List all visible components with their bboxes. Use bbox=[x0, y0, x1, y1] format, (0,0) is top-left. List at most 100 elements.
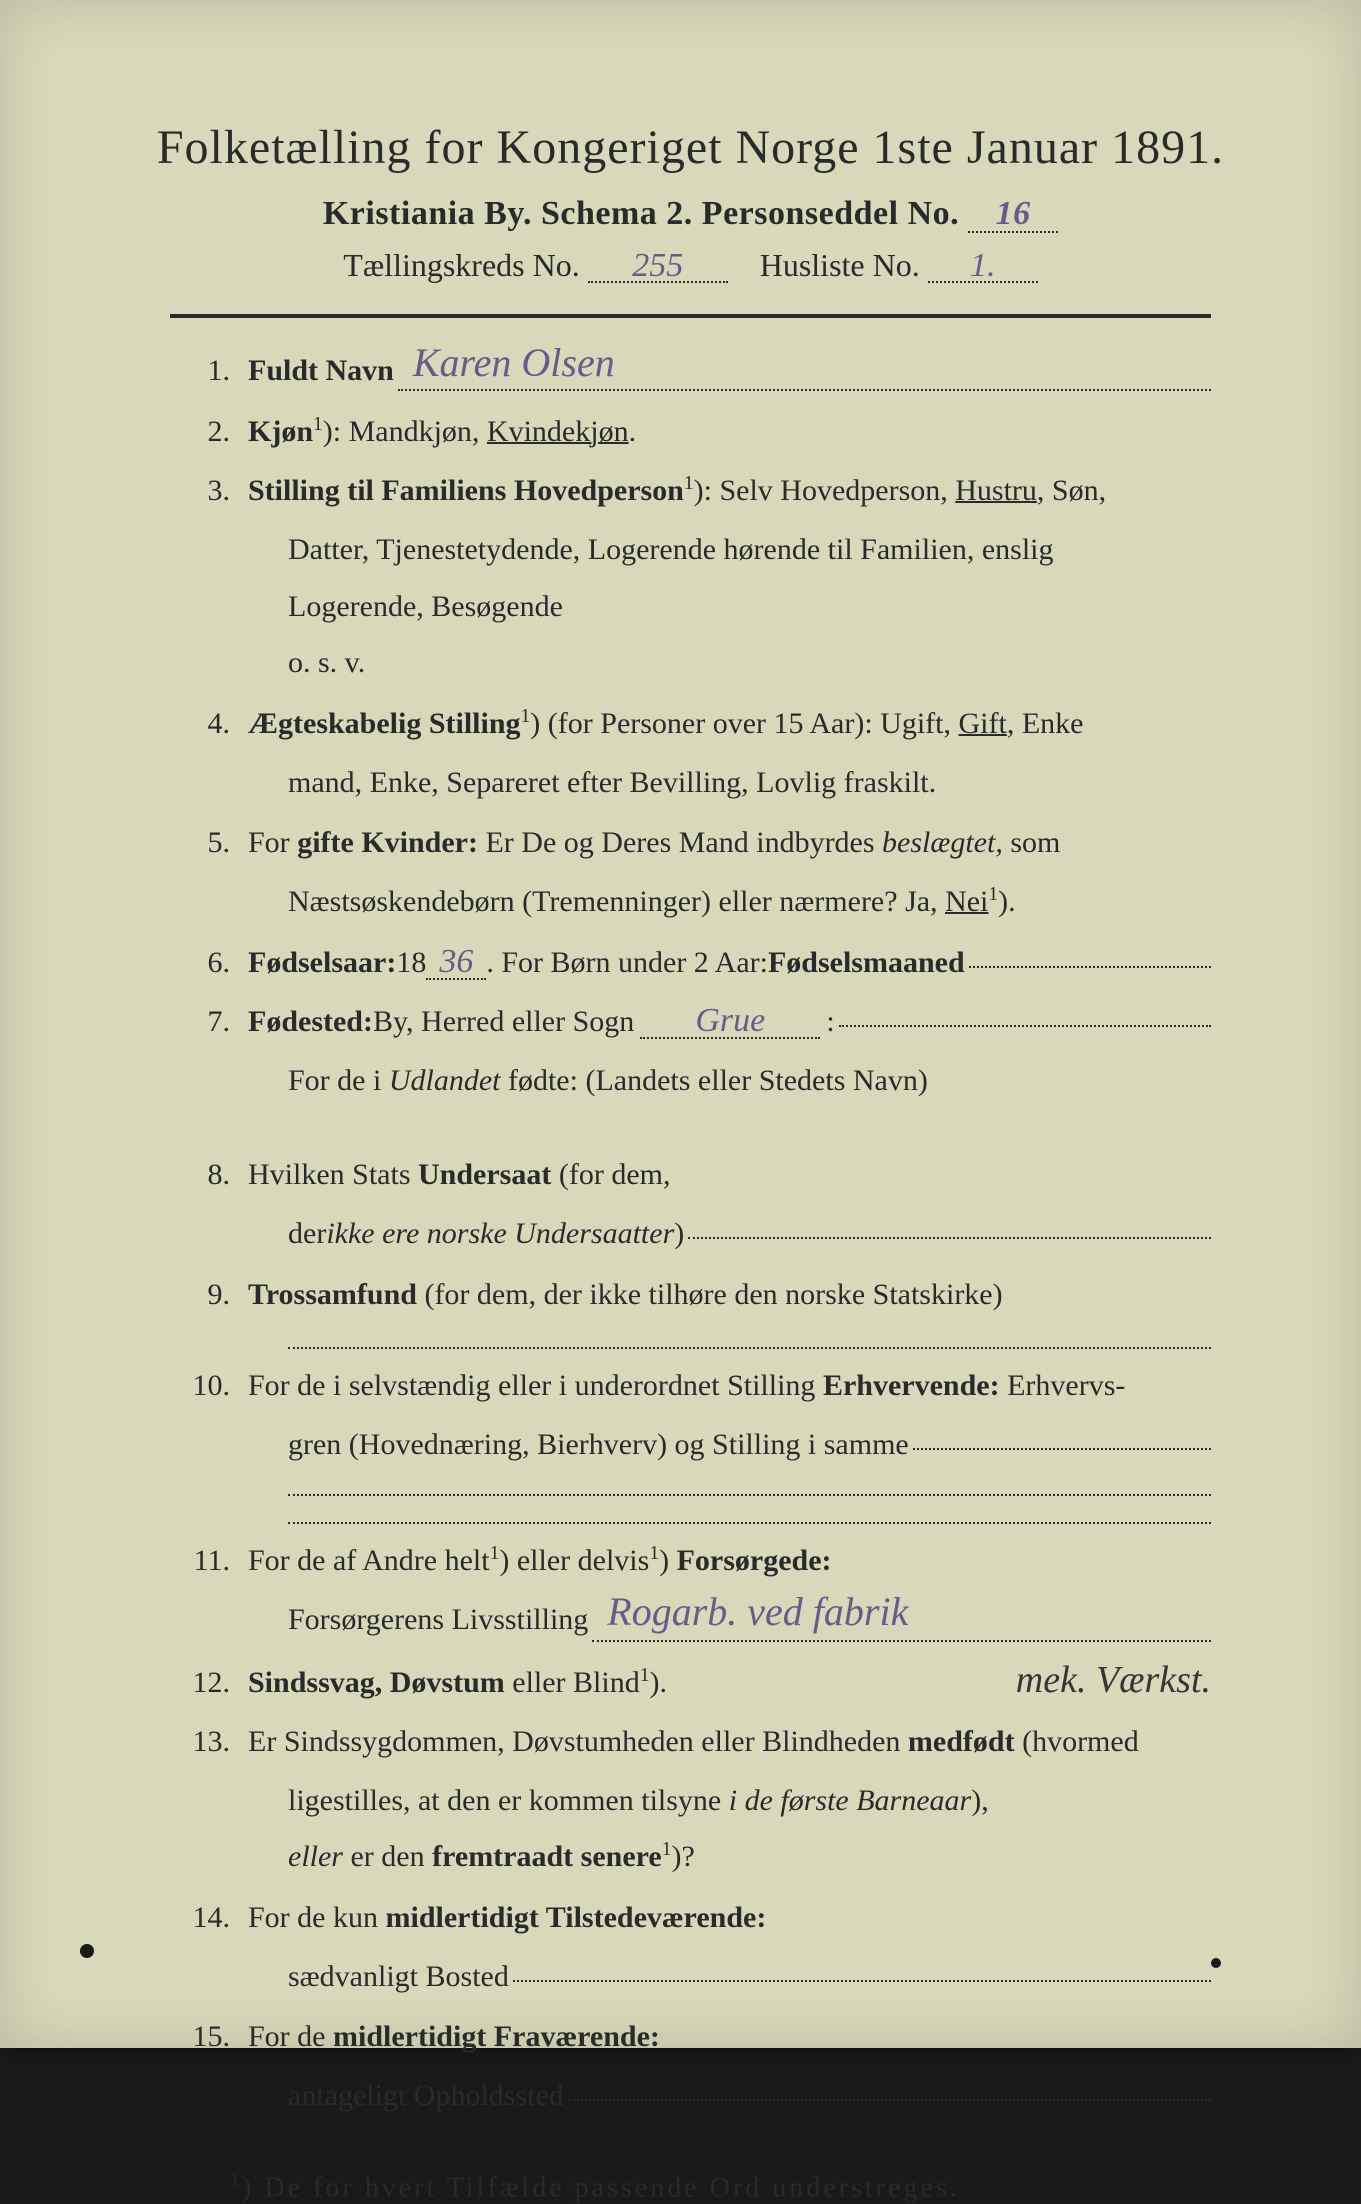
birthplace-value: Grue bbox=[695, 1007, 765, 1034]
footnote-ref: 1 bbox=[988, 884, 998, 905]
field-9: 9. Trossamfund (for dem, der ikke tilhør… bbox=[170, 1272, 1211, 1317]
text: : bbox=[826, 999, 834, 1044]
text: ). bbox=[998, 885, 1016, 918]
text: Hvilken Stats bbox=[248, 1158, 418, 1191]
selected-option: Kvindekjøn bbox=[487, 415, 629, 448]
field-num: 10. bbox=[170, 1363, 248, 1408]
field-label: Sindssvag, Døvstum bbox=[248, 1666, 505, 1699]
field-6: 6. Fødselsaar: 1836. For Børn under 2 Aa… bbox=[170, 940, 1211, 985]
text: ) bbox=[674, 1211, 684, 1258]
field-4-cont: mand, Enke, Separeret efter Bevilling, L… bbox=[288, 760, 1211, 807]
field-13-cont: eller er den fremtraadt senere1)? bbox=[288, 1834, 1211, 1881]
occupation-field-2 bbox=[288, 1478, 1211, 1496]
field-num: 14. bbox=[170, 1895, 248, 1940]
field-7-cont: For de i Udlandet fødte: (Landets eller … bbox=[288, 1058, 1211, 1105]
field-14: 14. For de kun midlertidigt Tilstedevære… bbox=[170, 1895, 1211, 1940]
field-num: 15. bbox=[170, 2014, 248, 2059]
footnote-ref: 1 bbox=[684, 473, 694, 494]
year-value: 36 bbox=[439, 948, 473, 975]
text: , Enke bbox=[1007, 707, 1084, 740]
selected-option: Nei bbox=[945, 885, 988, 918]
text: By, Herred eller Sogn bbox=[373, 999, 634, 1044]
bold-text: Fødselsmaaned bbox=[768, 940, 965, 985]
text: 18 bbox=[396, 940, 426, 985]
italic-text: beslægtet, bbox=[882, 826, 1003, 859]
text: (for dem, bbox=[551, 1158, 670, 1191]
field-num: 1. bbox=[170, 348, 248, 393]
text: fødte: (Landets eller Stedets Navn) bbox=[500, 1064, 927, 1097]
text: Er De og Deres Mand indbyrdes bbox=[478, 826, 882, 859]
usual-residence-field bbox=[513, 1980, 1211, 1982]
bold-text: gifte Kvinder: bbox=[297, 826, 478, 859]
birthplace-field: Grue bbox=[640, 1007, 820, 1039]
month-field bbox=[969, 966, 1211, 968]
nationality-field bbox=[688, 1237, 1211, 1239]
text: ), bbox=[971, 1784, 989, 1817]
name-value: Karen Olsen bbox=[413, 347, 615, 379]
text: ). bbox=[649, 1666, 667, 1699]
field-label: Kjøn bbox=[248, 415, 313, 448]
text: er den bbox=[343, 1840, 432, 1873]
field-num: 13. bbox=[170, 1719, 248, 1764]
text: som bbox=[1003, 826, 1061, 859]
text: der bbox=[288, 1211, 326, 1258]
bold-text: Forsørgede: bbox=[677, 1544, 832, 1577]
field-15: 15. For de midlertidigt Fraværende: bbox=[170, 2014, 1211, 2059]
bold-text: midlertidigt Fraværende: bbox=[333, 2020, 660, 2053]
field-label: Fuldt Navn bbox=[248, 348, 394, 393]
field-1: 1. Fuldt Navn Karen Olsen bbox=[170, 348, 1211, 395]
text: For de i selvstændig eller i underordnet… bbox=[248, 1369, 823, 1402]
line12-annotation: mek. Værkst. bbox=[1016, 1665, 1211, 1695]
personseddel-no-value: 16 bbox=[996, 200, 1031, 227]
field-2: 2. Kjøn1): Mandkjøn, Kvindekjøn. bbox=[170, 409, 1211, 454]
field-11-cont: Forsørgerens Livsstilling Rogarb. ved fa… bbox=[288, 1597, 1211, 1646]
text: ): Mandkjøn, bbox=[323, 415, 487, 448]
field-num: 2. bbox=[170, 409, 248, 454]
bold-text: Erhvervende: bbox=[823, 1369, 1000, 1402]
text: ): Selv Hovedperson, bbox=[694, 474, 956, 507]
bold-text: fremtraadt senere bbox=[432, 1840, 662, 1873]
name-field: Karen Olsen bbox=[398, 344, 1211, 391]
footnote-ref: 1 bbox=[649, 1543, 659, 1564]
kreds-no-field: 255 bbox=[588, 249, 728, 283]
birthplace-extra bbox=[839, 1025, 1211, 1027]
field-3-cont: Datter, Tjenestetydende, Logerende høren… bbox=[288, 527, 1211, 574]
field-12: 12. Sindssvag, Døvstum eller Blind1). me… bbox=[170, 1660, 1211, 1705]
footnote-marker: 1 bbox=[230, 2170, 242, 2190]
field-7: 7. Fødested: By, Herred eller Sogn Grue … bbox=[170, 999, 1211, 1044]
text: Næstsøskendebørn (Tremenninger) eller næ… bbox=[288, 885, 945, 918]
text: ligestilles, at den er kommen tilsyne bbox=[288, 1784, 729, 1817]
field-num: 12. bbox=[170, 1660, 248, 1705]
italic-text: eller bbox=[288, 1840, 343, 1873]
field-num: 6. bbox=[170, 940, 248, 985]
text: For de kun bbox=[248, 1901, 386, 1934]
sub-subtitle-line: Tællingskreds No. 255 Husliste No. 1. bbox=[130, 247, 1251, 284]
field-num: 7. bbox=[170, 999, 248, 1044]
provider-occupation-field: Rogarb. ved fabrik bbox=[592, 1593, 1211, 1642]
census-form-page: Folketælling for Kongeriget Norge 1ste J… bbox=[0, 0, 1361, 2048]
field-num: 9. bbox=[170, 1272, 248, 1317]
occupation-field-3 bbox=[288, 1506, 1211, 1524]
field-8: 8. Hvilken Stats Undersaat (for dem, bbox=[170, 1152, 1211, 1197]
text: For de i bbox=[288, 1064, 389, 1097]
field-num: 4. bbox=[170, 701, 248, 746]
field-num: 11. bbox=[170, 1538, 248, 1583]
text: . bbox=[629, 415, 637, 448]
field-3-cont: Logerende, Besøgende bbox=[288, 584, 1211, 631]
ink-blot bbox=[80, 1944, 94, 1958]
occupation-field bbox=[913, 1448, 1211, 1450]
text: . For Børn under 2 Aar: bbox=[486, 940, 768, 985]
italic-text: ikke ere norske Undersaatter bbox=[326, 1211, 674, 1258]
footnote-ref: 1 bbox=[521, 706, 531, 727]
text: sædvanligt Bosted bbox=[288, 1954, 509, 2001]
selected-option: Gift bbox=[959, 707, 1007, 740]
text: eller Blind bbox=[505, 1666, 640, 1699]
text: (for dem, der ikke tilhøre den norske St… bbox=[417, 1278, 1003, 1311]
kreds-no-value: 255 bbox=[632, 252, 683, 279]
field-14-cont: sædvanligt Bosted bbox=[288, 1954, 1211, 2001]
italic-text: i de første Barneaar bbox=[729, 1784, 971, 1817]
italic-text: Udlandet bbox=[389, 1064, 501, 1097]
field-label: Ægteskabelig Stilling bbox=[248, 707, 521, 740]
probable-residence-field bbox=[568, 2099, 1211, 2101]
field-10: 10. For de i selvstændig eller i underor… bbox=[170, 1363, 1211, 1408]
